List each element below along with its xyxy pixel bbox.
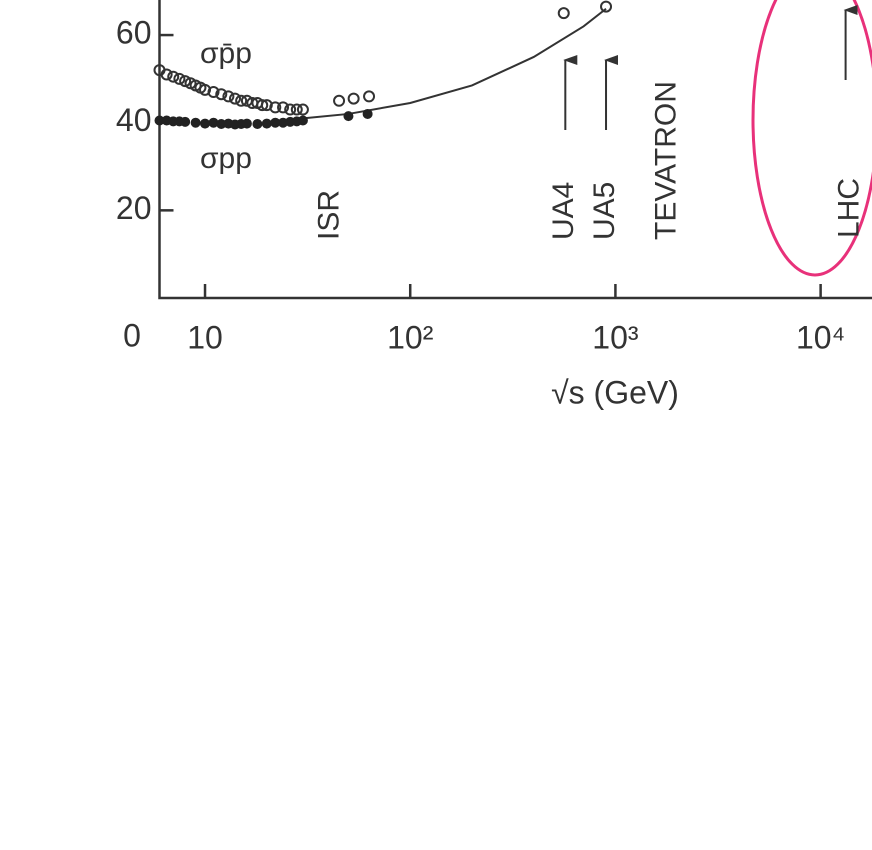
- data-point: [215, 88, 228, 101]
- data-point: [277, 101, 290, 114]
- x-tick-label: 10: [187, 319, 223, 355]
- data-point: [343, 111, 354, 122]
- data-point: [290, 103, 303, 116]
- data-point: [167, 70, 180, 83]
- data-point: [347, 92, 360, 105]
- data-point: [173, 72, 186, 85]
- data-point: [235, 94, 248, 107]
- data-point: [256, 99, 269, 112]
- y-tick-label: 20: [116, 190, 152, 226]
- data-point: [297, 115, 308, 126]
- series-label: σpp: [200, 142, 252, 175]
- y-tick-label: 60: [116, 15, 152, 51]
- data-point: [229, 92, 242, 105]
- x-tick-label: 10⁴: [796, 319, 845, 355]
- data-point: [333, 94, 346, 107]
- annotation: UA4: [547, 182, 580, 240]
- data-point: [252, 119, 263, 130]
- data-point: [208, 117, 219, 128]
- annotation: ISR: [313, 190, 346, 240]
- data-point: [269, 101, 282, 114]
- x-axis-title: √s (GeV): [551, 374, 679, 410]
- data-point: [600, 0, 613, 13]
- data-point: [222, 90, 235, 103]
- data-point: [260, 99, 273, 112]
- data-point: [179, 75, 192, 88]
- x-tick-label: 10²: [387, 319, 434, 355]
- data-point: [261, 118, 272, 129]
- data-point: [241, 118, 252, 129]
- data-point: [200, 118, 211, 129]
- data-point: [296, 103, 309, 116]
- series-label: σp̄p: [200, 37, 252, 70]
- data-point: [180, 116, 191, 127]
- annotation: UA5: [588, 182, 621, 240]
- data-point: [362, 108, 373, 119]
- data-point: [207, 86, 220, 99]
- origin-label: 0: [123, 317, 141, 353]
- data-point: [160, 68, 173, 81]
- data-point: [284, 103, 297, 116]
- data-point: [363, 90, 376, 103]
- annotation: LHC: [833, 178, 866, 238]
- highlight-ellipse: [751, 0, 872, 277]
- data-point: [557, 7, 570, 20]
- axis-line: [158, 0, 872, 300]
- y-tick-label: 40: [116, 102, 152, 138]
- x-tick-label: 10³: [592, 319, 639, 355]
- annotation: TEVATRON: [650, 81, 683, 240]
- data-point: [199, 83, 212, 96]
- fit-line: [302, 7, 607, 120]
- data-point: [190, 117, 201, 128]
